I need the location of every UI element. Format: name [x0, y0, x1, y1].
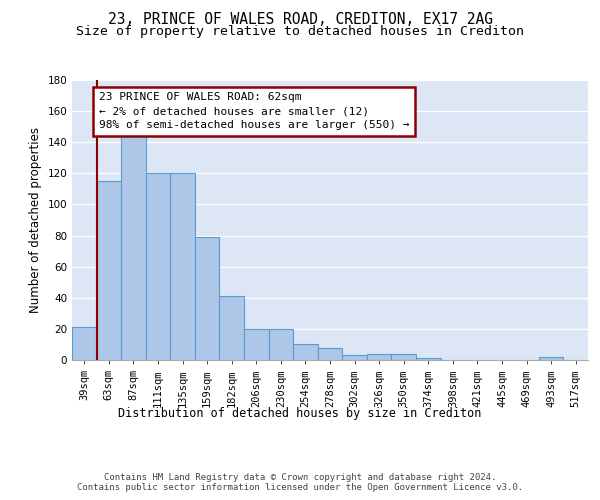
Bar	[121, 132, 146, 360]
Text: 23 PRINCE OF WALES ROAD: 62sqm
← 2% of detached houses are smaller (12)
98% of s: 23 PRINCE OF WALES ROAD: 62sqm ← 2% of d…	[99, 92, 410, 130]
Bar	[146, 174, 170, 360]
Bar	[97, 181, 121, 360]
Bar	[269, 329, 293, 360]
Bar	[170, 174, 195, 360]
Bar	[367, 354, 391, 360]
Bar	[72, 328, 97, 360]
Bar	[391, 354, 416, 360]
Bar	[195, 237, 220, 360]
Text: Contains HM Land Registry data © Crown copyright and database right 2024.
Contai: Contains HM Land Registry data © Crown c…	[77, 472, 523, 492]
Bar	[342, 356, 367, 360]
Bar	[539, 357, 563, 360]
Y-axis label: Number of detached properties: Number of detached properties	[29, 127, 42, 313]
Text: Size of property relative to detached houses in Crediton: Size of property relative to detached ho…	[76, 25, 524, 38]
Bar	[416, 358, 440, 360]
Bar	[318, 348, 342, 360]
Text: 23, PRINCE OF WALES ROAD, CREDITON, EX17 2AG: 23, PRINCE OF WALES ROAD, CREDITON, EX17…	[107, 12, 493, 28]
Bar	[293, 344, 318, 360]
Text: Distribution of detached houses by size in Crediton: Distribution of detached houses by size …	[118, 408, 482, 420]
Bar	[220, 296, 244, 360]
Bar	[244, 329, 269, 360]
